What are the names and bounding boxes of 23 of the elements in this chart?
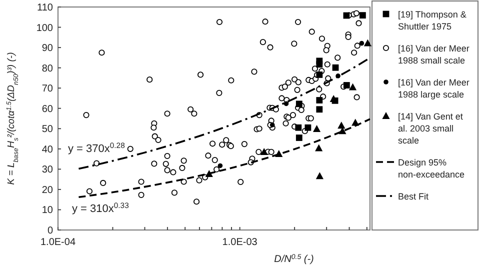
legend-label: [14] Van Gent et al. 2003 small scale <box>398 112 464 146</box>
legend-label: [19] Thompson & Shuttler 1975 <box>398 10 466 32</box>
y-tick-label: 0 <box>47 226 54 236</box>
legend-label: [16] Van der Meer 1988 large scale <box>398 78 470 100</box>
y-tick-label: 100 <box>36 22 54 34</box>
x-tick-label: 1.0E-03 <box>222 237 258 248</box>
y-tick-label: 110 <box>37 2 54 14</box>
y-tick-label: 10 <box>42 205 54 216</box>
y-tick-label: 20 <box>42 184 54 196</box>
y-tick-label: 70 <box>42 84 54 95</box>
legend-label: Design 95% non-exceedance <box>398 158 465 180</box>
legend-label: [16] Van der Meer 1988 small scale <box>398 44 470 66</box>
legend-label: Best Fit <box>398 192 430 202</box>
y-tick-label: 30 <box>42 164 54 176</box>
y-tick-label: 40 <box>42 144 54 156</box>
x-tick-label: 1.0E-04 <box>40 237 76 248</box>
annotation: y = 310x$^{0.33}$ <box>72 200 129 215</box>
y-tick-label: 80 <box>42 63 54 74</box>
y-tick-label: 50 <box>42 124 54 136</box>
annotation: y = 370x$^{0.28}$ <box>68 140 125 155</box>
x-axis-title: D/N$^{0.5}$ (-) <box>274 254 314 265</box>
y-tick-label: 90 <box>42 43 54 54</box>
y-tick-label: 60 <box>42 104 54 115</box>
